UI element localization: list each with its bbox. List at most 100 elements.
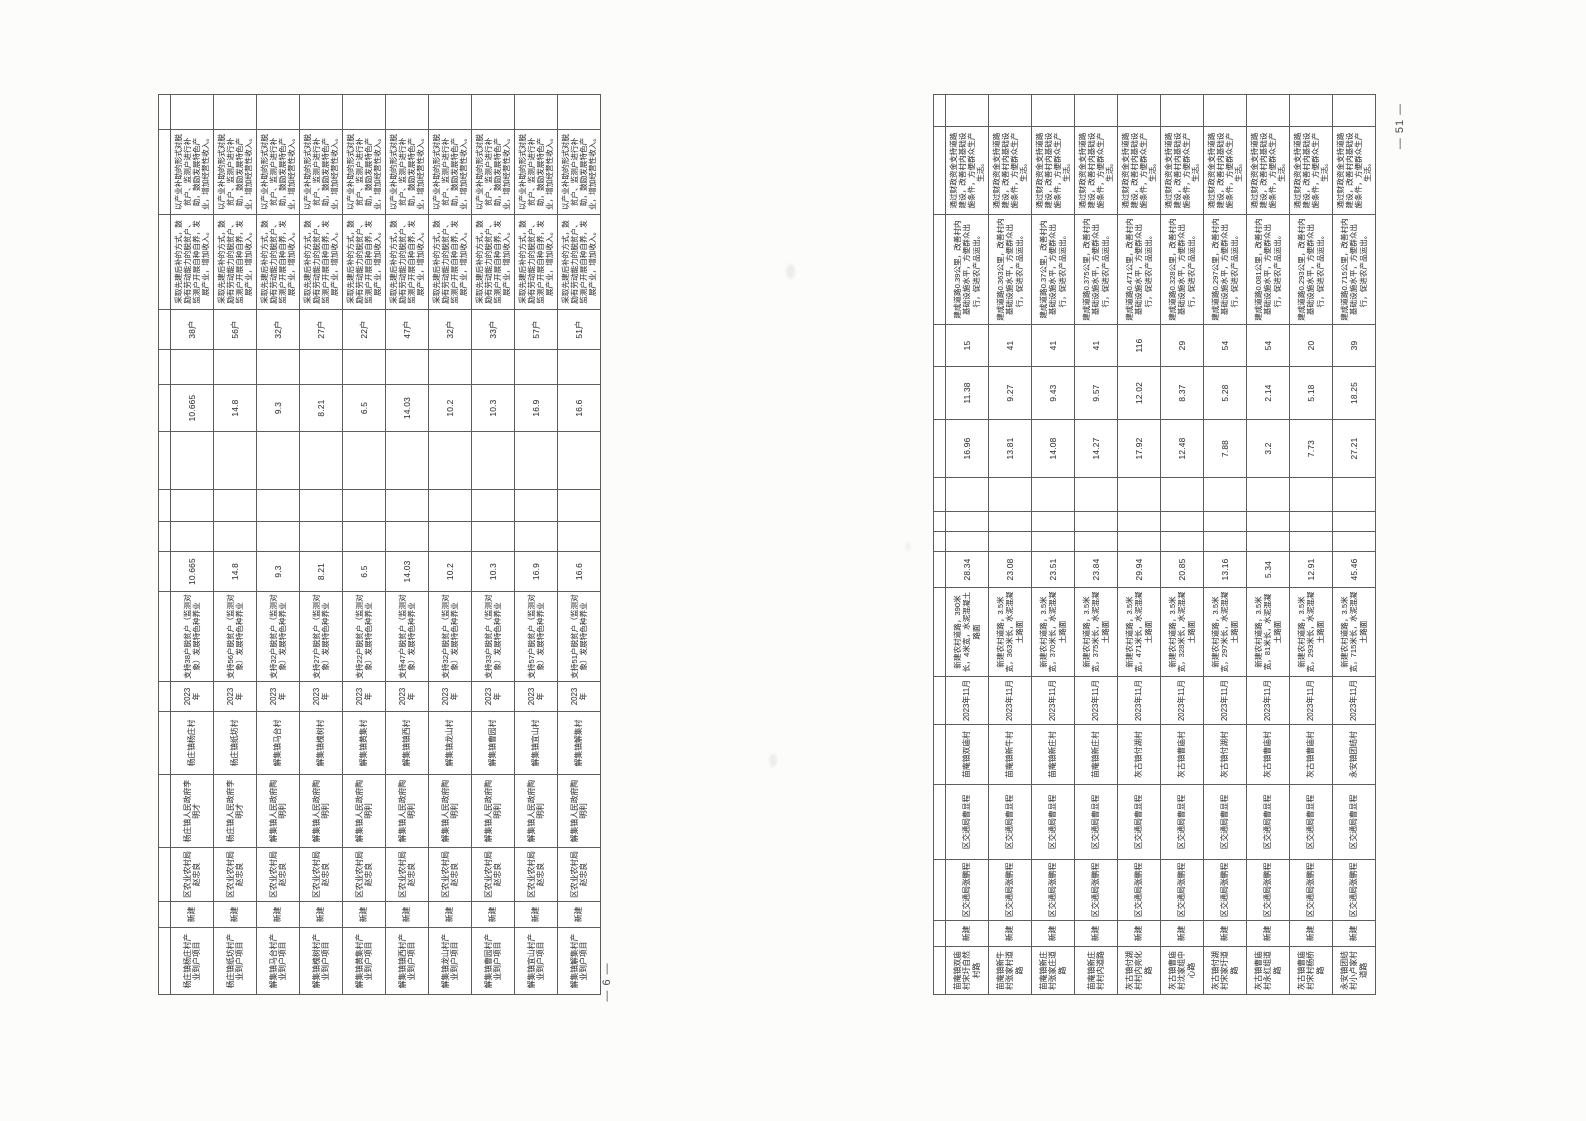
header-remnant-cell xyxy=(933,587,946,677)
table-cell: 2023年 xyxy=(342,681,386,712)
table-cell xyxy=(1246,531,1290,552)
table-cell: 14.03 xyxy=(385,551,429,592)
table-cell: 14.08 xyxy=(1031,419,1075,478)
table-cell xyxy=(342,489,386,522)
table-cell: 6.5 xyxy=(342,384,386,432)
table-cell: 通过财政资金支持道路建设，改善村内基础设施条件，方便群众生产生活。 xyxy=(1074,126,1118,215)
table-cell xyxy=(1289,94,1333,127)
table-cell: 16.9 xyxy=(514,384,558,432)
table-cell: 14.8 xyxy=(213,384,257,432)
table-cell xyxy=(1031,531,1075,552)
table-cell: 苗庵镇新庄村 xyxy=(1074,724,1118,785)
table-cell: 区农业农村局赵忠良 xyxy=(385,847,429,902)
table-cell: 解集镇马台村产业到户项目 xyxy=(256,927,300,995)
table-cell: 2023年 xyxy=(256,681,300,712)
table-cell: 新建 xyxy=(1117,920,1161,947)
table-cell: 支持32户脱贫户（监测对象）发展特色种养业 xyxy=(256,591,300,682)
table-cell xyxy=(385,94,429,130)
table-cell: 23.84 xyxy=(1074,551,1118,588)
table-cell xyxy=(342,521,386,552)
header-remnant-cell xyxy=(158,431,171,490)
table-row: 杨庄镇纸坊村产业到户项目 新建 区农业农村局赵忠良 杨庄镇人民政府李明才 杨庄镇纸坊村 2… xyxy=(213,94,257,995)
page-number-right-wrap: — 51 — xyxy=(1392,100,1408,152)
table-cell xyxy=(557,431,601,490)
table-cell: 2.14 xyxy=(1246,366,1290,420)
table-cell: 2023年 xyxy=(213,681,257,712)
table-cell xyxy=(514,521,558,552)
table-cell: 采取先建后补的方式，鼓励有劳动能力的脱贫户、监测户开展自种自养，发展产业，增加收… xyxy=(342,214,386,310)
table-cell xyxy=(299,94,343,130)
table-cell: 2023年 xyxy=(385,681,429,712)
table-cell: 23.51 xyxy=(1031,551,1075,588)
table-cell xyxy=(385,521,429,552)
header-remnant-cell xyxy=(933,214,946,325)
table-cell xyxy=(385,431,429,490)
table-cell xyxy=(1246,477,1290,512)
table-cell xyxy=(428,349,472,385)
table-cell: 杨庄镇纸坊村产业到户项目 xyxy=(213,927,257,995)
header-remnant-cell xyxy=(933,859,946,921)
table-cell: 区交通局张鹏程 xyxy=(1160,859,1204,921)
table-row: 灰古镇曹庙村永红组道路 新建 区交通局张鹏程 区交通局曹显程 灰古镇曹庙村 2023年11… xyxy=(1246,94,1290,995)
table-cell: 区农业农村局赵忠良 xyxy=(557,847,601,902)
table-cell: 以产业补助的形式对脱贫户、监测户进行补助，鼓励发展特色产业，增加经营性收入。 xyxy=(514,129,558,215)
table-cell: 区交通局曹显程 xyxy=(1117,784,1161,860)
table-row: 解集镇解集村产业到户项目 新建 区农业农村局赵忠良 解集镇人民政府陶明利 解集镇解集村 2… xyxy=(557,94,601,995)
table-cell: 区交通局张鹏程 xyxy=(1031,859,1075,921)
table-cell xyxy=(471,521,515,552)
table-cell: 采取先建后补的方式，鼓励有劳动能力的脱贫户、监测户开展自种自养，发展产业，增加收… xyxy=(213,214,257,310)
table-cell: 12.48 xyxy=(1160,419,1204,478)
table-cell xyxy=(1074,531,1118,552)
table-row: 解集镇龙山村产业到户项目 新建 区农业农村局赵忠良 解集镇人民政府陶明利 解集镇龙山村 2… xyxy=(428,94,472,995)
table-cell xyxy=(1289,477,1333,512)
table-cell: 7.88 xyxy=(1203,419,1247,478)
table-cell: 新建 xyxy=(945,920,989,947)
table-row: 苗庵镇双庙村宋圩自然村路 新建 区交通局张鹏程 区交通局曹显程 苗庵镇双庙村 2023年1… xyxy=(945,94,989,995)
table-cell xyxy=(256,521,300,552)
table-cell: 通过财政资金支持道路建设，改善村内基础设施条件，方便群众生产生活。 xyxy=(1117,126,1161,215)
table-cell xyxy=(1246,511,1290,532)
table-cell: 建成道路0.297公里，改善村内基础设施水平，方便群众出行，促进农产品运出。 xyxy=(1203,214,1247,325)
table-cell: 13.81 xyxy=(988,419,1032,478)
table-row: 解集镇镇西村产业到户项目 新建 区农业农村局赵忠良 解集镇人民政府陶明利 解集镇镇西村 2… xyxy=(385,94,429,995)
table-cell: 支持57户脱贫户（监测对象）发展特色种养业 xyxy=(514,591,558,682)
table-cell xyxy=(1289,511,1333,532)
table-row: 解集镇宜山村产业到户项目 新建 区农业农村局赵忠良 解集镇人民政府陶明利 解集镇宜山村 2… xyxy=(514,94,558,995)
table-cell xyxy=(299,349,343,385)
table-row: 解集镇曹园村产业到户项目 新建 区农业农村局赵忠良 解集镇人民政府陶明利 解集镇曹园村 2… xyxy=(471,94,515,995)
table-cell: 灰古镇曹庙村永红组道路 xyxy=(1246,946,1290,995)
scan-artifact xyxy=(769,754,777,767)
table-cell xyxy=(299,431,343,490)
header-remnant-cell xyxy=(933,531,946,552)
table-cell: 解集镇镇西村产业到户项目 xyxy=(385,927,429,995)
table-cell: 5.34 xyxy=(1246,551,1290,588)
table-cell: 新建农村道路，3.5米宽，81米长，水泥混凝土路面 xyxy=(1246,587,1290,677)
table-cell: 建成道路0.293公里，改善村内基础设施水平，方便群众出行，促进农产品运出。 xyxy=(1289,214,1333,325)
table-cell: 17.92 xyxy=(1117,419,1161,478)
table-cell: 新建 xyxy=(213,901,257,928)
table-cell: 支持33户脱贫户（监测对象）发展特色种养业 xyxy=(471,591,515,682)
table-cell: 解集镇人民政府陶明利 xyxy=(428,774,472,848)
table-cell: 通过财政资金支持道路建设，改善村内基础设施条件，方便群众生产生活。 xyxy=(1031,126,1075,215)
table-cell: 解集镇龙山村 xyxy=(428,711,472,775)
table-cell: 10.665 xyxy=(170,384,214,432)
table-cell: 建成道路0.471公里，改善村内基础设施水平，方便群众出行，促进农产品运出。 xyxy=(1117,214,1161,325)
table-cell xyxy=(170,521,214,552)
header-remnant-cell xyxy=(158,901,171,928)
table-cell: 区交通局曹显程 xyxy=(1031,784,1075,860)
table-cell: 8.21 xyxy=(299,551,343,592)
table-cell: 区农业农村局赵忠良 xyxy=(342,847,386,902)
table-cell xyxy=(557,94,601,130)
table-cell: 12.91 xyxy=(1289,551,1333,588)
table-cell: 解集镇宜山村产业到户项目 xyxy=(514,927,558,995)
table-cell xyxy=(213,431,257,490)
table-cell xyxy=(514,94,558,130)
table-cell: 9.27 xyxy=(988,366,1032,420)
table-cell: 12.02 xyxy=(1117,366,1161,420)
table-row: 灰古镇曹庙村沈家组中心路 新建 区交通局张鹏程 区交通局曹显程 灰古镇曹庙村 2023年1… xyxy=(1160,94,1204,995)
table-cell: 10.2 xyxy=(428,551,472,592)
table-cell: 解集镇曹园村产业到户项目 xyxy=(471,927,515,995)
table-cell: 区交通局曹显程 xyxy=(1203,784,1247,860)
table-cell: 通过财政资金支持道路建设，改善村内基础设施条件，方便群众生产生活。 xyxy=(1160,126,1204,215)
table-cell: 解集镇解集村 xyxy=(557,711,601,775)
